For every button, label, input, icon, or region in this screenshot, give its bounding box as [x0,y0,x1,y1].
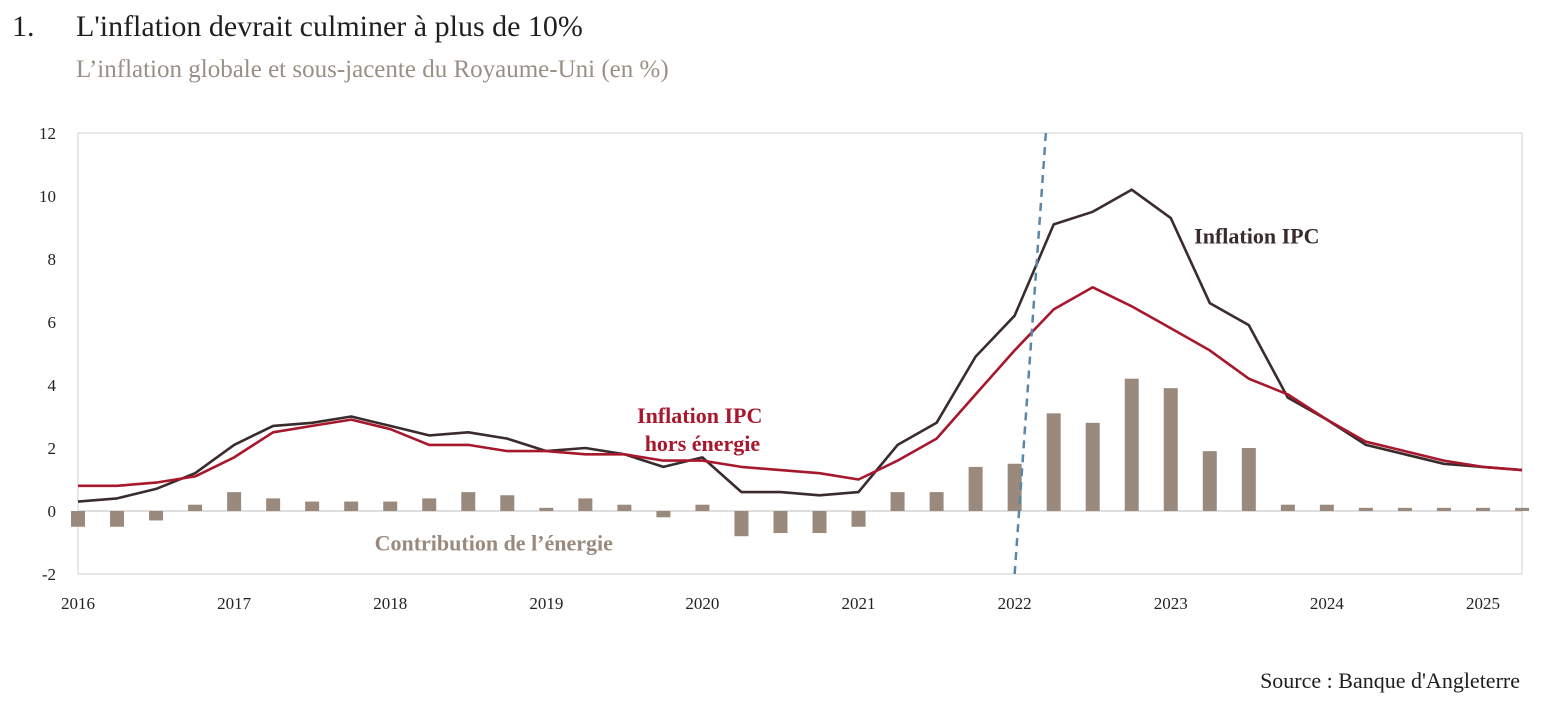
energy-bar [227,492,242,511]
energy-bar [1280,504,1295,511]
y-tick-label: 2 [48,439,57,458]
label-inflation-hors-energie-line2: hors énergie [645,431,761,456]
x-tick-label: 2018 [373,594,407,613]
series-line-inflation-hors-energie [78,286,1523,488]
energy-bar [1436,507,1451,511]
energy-bar [1358,507,1373,511]
energy-bar [1475,507,1490,511]
x-tick-label: 2025 [1466,594,1500,613]
forecast-divider-line [1013,132,1048,575]
energy-bar [1007,463,1022,511]
energy-bar [695,504,710,511]
y-tick-label: -2 [42,565,56,584]
energy-bar [773,511,788,534]
energy-bar [305,501,320,511]
energy-bar [851,511,866,527]
energy-bar [617,504,632,511]
x-tick-label: 2017 [217,594,252,613]
y-tick-label: 10 [39,187,56,206]
energy-bar [812,511,827,534]
series-line-inflation-ipc [77,188,1523,503]
energy-bar [890,492,905,511]
x-axis-ticks: 2016 2017 2018 2019 2020 2021 2022 2023 2024 2025 [61,594,1500,613]
energy-contribution-bars [71,378,1529,537]
energy-bar [578,498,593,511]
chart-title: L'inflation devrait culminer à plus de 1… [76,10,583,43]
y-tick-label: 4 [48,376,57,395]
x-tick-label: 2019 [529,594,563,613]
plot-frame [77,132,1523,575]
energy-bar [734,511,749,537]
label-inflation-ipc: Inflation IPC [1194,223,1319,248]
source-note: Source : Banque d'Angleterre [1260,668,1520,693]
energy-bar [266,498,281,511]
energy-bar [344,501,359,511]
energy-bar [383,501,398,511]
label-inflation-hors-energie: Inflation IPC hors énergie [637,403,768,456]
energy-bar [1319,504,1334,511]
y-tick-label: 0 [48,502,57,521]
energy-bar [1202,451,1217,511]
chart-title-row: 1. L'inflation devrait culminer à plus de… [12,10,583,44]
y-tick-label: 12 [39,124,56,143]
energy-bar [188,504,203,511]
energy-bar [1124,378,1139,511]
y-axis-ticks: -2 0 2 4 6 8 10 12 [39,124,57,584]
x-tick-label: 2020 [685,594,719,613]
energy-bar [1163,388,1178,511]
figure-number: 1. [12,10,35,43]
energy-bar [461,492,476,511]
energy-bar [656,511,671,518]
x-tick-label: 2016 [61,594,95,613]
energy-bar [149,511,164,521]
chart-subtitle: L’inflation globale et sous-jacente du R… [76,56,669,83]
inflation-chart: -2 0 2 4 6 8 10 12 2016 2017 2018 2019 2020 2021 2022… [39,124,1529,613]
energy-bar [1241,448,1256,511]
energy-bar [71,511,85,527]
y-tick-label: 6 [48,313,57,332]
x-tick-label: 2023 [1154,594,1188,613]
energy-bar [1046,413,1061,511]
energy-bar [539,507,554,511]
label-contribution-energie: Contribution de l’énergie [375,531,614,556]
energy-bar [110,511,125,527]
energy-bar [1397,507,1412,511]
x-tick-label: 2024 [1310,594,1345,613]
x-tick-label: 2021 [842,594,876,613]
label-inflation-hors-energie-line1: Inflation IPC [637,403,762,428]
energy-bar [1085,422,1100,511]
energy-bar [500,495,515,511]
energy-bar [422,498,437,511]
energy-bar [1515,507,1529,511]
x-tick-label: 2022 [998,594,1032,613]
y-tick-label: 8 [48,250,57,269]
energy-bar [968,466,983,511]
energy-bar [929,492,944,511]
